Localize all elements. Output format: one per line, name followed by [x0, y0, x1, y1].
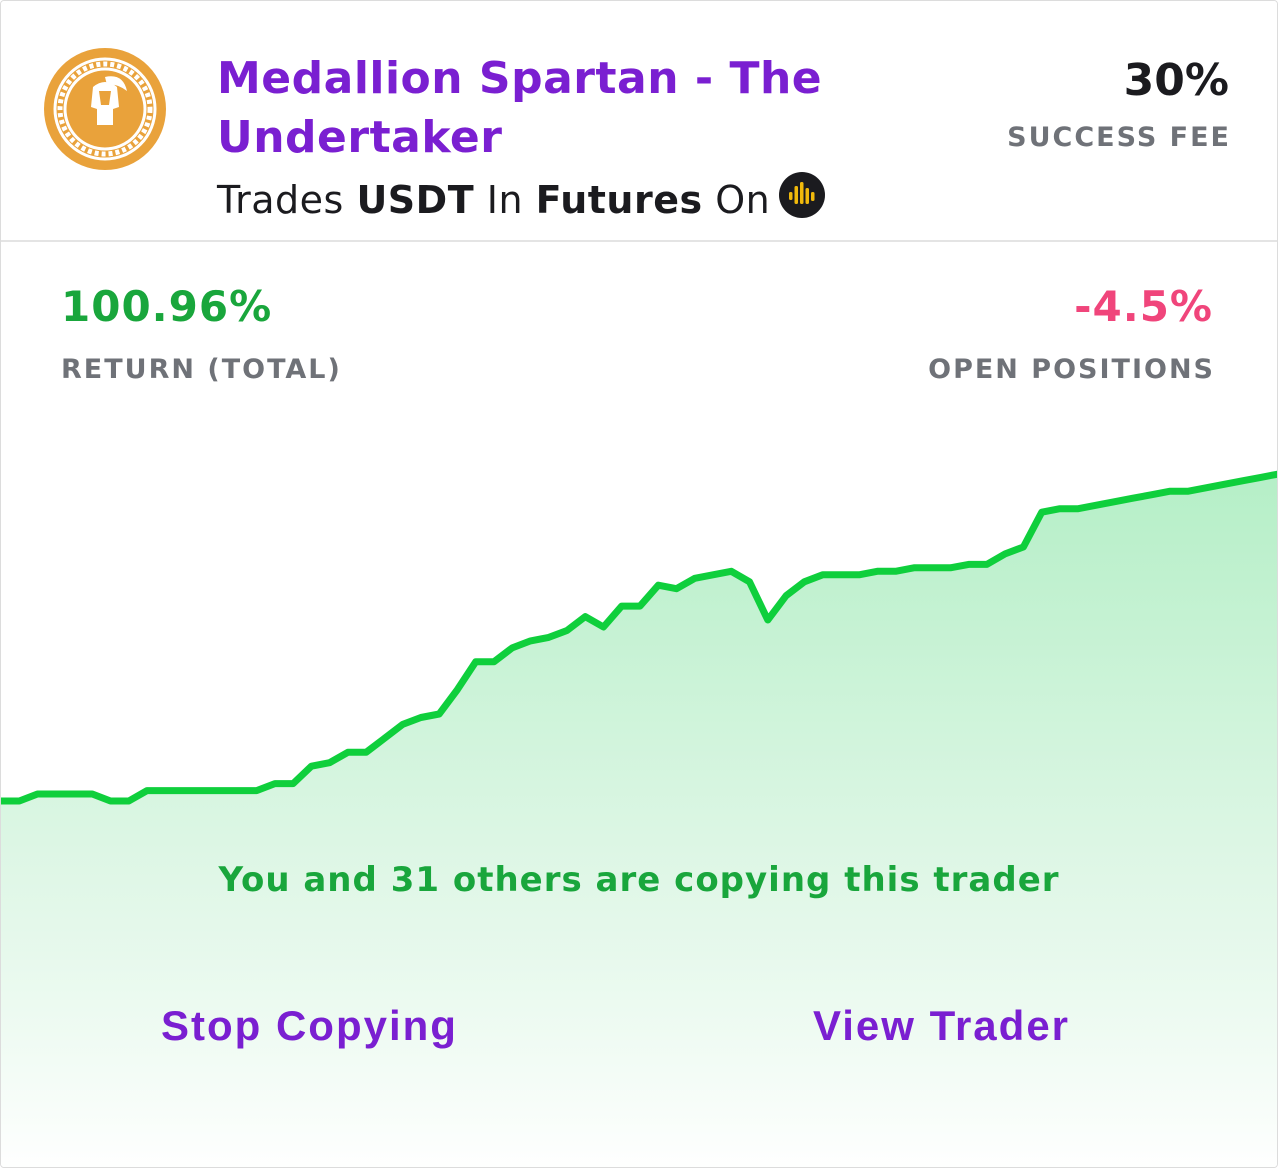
chart-area-fill	[1, 474, 1277, 1167]
market-type: Futures	[535, 178, 703, 222]
exchange-logo-icon	[779, 172, 826, 218]
open-positions-label: OPEN POSITIONS	[928, 354, 1215, 385]
view-trader-button[interactable]: View Trader	[813, 997, 1070, 1055]
trades-on-word: On	[715, 178, 771, 222]
traded-asset: USDT	[356, 178, 475, 222]
spartan-helmet-medallion-icon[interactable]	[43, 47, 167, 171]
trades-description: Trades USDT In Futures On	[217, 171, 826, 227]
trades-prefix: Trades	[217, 178, 344, 222]
card-header: Medallion Spartan - The Undertaker Trade…	[1, 1, 1277, 242]
copiers-count-note: You and 31 others are copying this trade…	[218, 860, 1060, 900]
stop-copying-button[interactable]: Stop Copying	[161, 997, 458, 1055]
open-positions-value: -4.5%	[1074, 282, 1213, 331]
chart-series-line	[1, 470, 1277, 805]
total-return-label: RETURN (TOTAL)	[61, 354, 342, 385]
success-fee-label: SUCCESS FEE	[1007, 122, 1231, 153]
success-fee-value: 30%	[1123, 55, 1229, 106]
trader-name[interactable]: Medallion Spartan - The Undertaker	[217, 53, 823, 163]
total-return-value: 100.96%	[61, 282, 273, 331]
trades-in-word: In	[486, 178, 524, 222]
